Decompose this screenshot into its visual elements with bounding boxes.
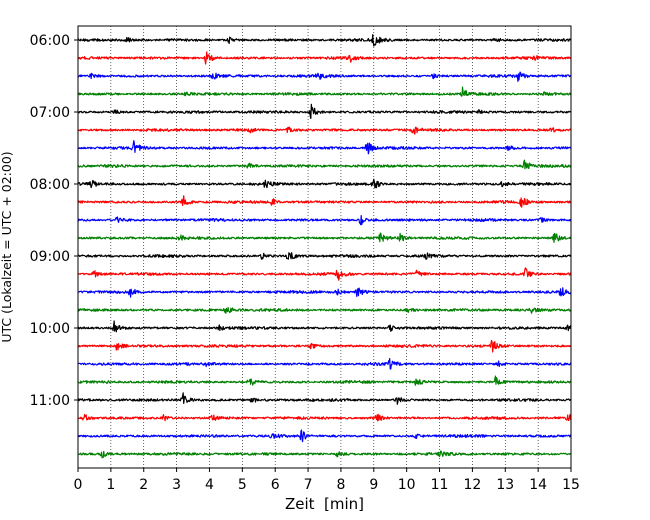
y-tick-label: 10:00 (30, 321, 70, 337)
x-tick-label: 13 (496, 477, 514, 493)
x-tick-label: 15 (562, 477, 580, 493)
trace-0900 (77, 252, 572, 260)
trace-0615 (77, 51, 572, 65)
x-tick-label: 6 (271, 477, 280, 493)
trace-0845 (77, 232, 572, 243)
y-tick-label: 07:00 (30, 105, 70, 121)
x-tick-label: 8 (336, 477, 345, 493)
trace-0645 (77, 86, 572, 97)
y-tick-label: 11:00 (30, 393, 70, 409)
trace-0700 (77, 103, 572, 120)
trace-1000 (77, 320, 572, 333)
y-tick-label: 09:00 (30, 249, 70, 265)
trace-1045 (77, 375, 572, 386)
trace-0830 (77, 214, 572, 226)
seismic-traces (77, 34, 572, 459)
trace-1015 (77, 339, 572, 353)
y-tick-label: 06:00 (30, 33, 70, 49)
trace-0600 (77, 34, 572, 47)
x-tick-label: 2 (139, 477, 148, 493)
x-tick-label: 1 (106, 477, 115, 493)
trace-1115 (77, 413, 572, 422)
trace-1130 (77, 429, 572, 443)
trace-0745 (77, 159, 572, 170)
x-tick-label: 14 (529, 477, 547, 493)
x-tick-label: 0 (74, 477, 83, 493)
trace-1030 (77, 358, 572, 370)
y-tick-label: 08:00 (30, 177, 70, 193)
y-axis-ticks: 06:00 07:00 08:00 09:00 10:00 11:00 (30, 33, 78, 409)
trace-1100 (77, 392, 572, 405)
x-tick-label: 3 (172, 477, 181, 493)
y-axis-label: UTC (Lokalzeit = UTC + 02:00) (0, 151, 14, 342)
x-tick-label: 12 (463, 477, 481, 493)
x-tick-label: 10 (398, 477, 416, 493)
trace-0730 (77, 140, 572, 155)
x-axis-ticks: 0 1 2 3 4 5 6 7 8 9 10 11 12 13 14 15 (74, 468, 580, 493)
x-tick-label: 11 (431, 477, 449, 493)
trace-0815 (77, 195, 572, 208)
trace-0800 (77, 178, 572, 189)
x-tick-label: 9 (369, 477, 378, 493)
trace-1145 (77, 450, 572, 459)
trace-0915 (77, 267, 572, 281)
trace-0930 (77, 287, 572, 298)
x-axis-label: Zeit [min] (285, 495, 364, 513)
trace-0945 (77, 306, 572, 314)
x-tick-label: 5 (238, 477, 247, 493)
trace-0715 (77, 126, 572, 135)
x-tick-label: 7 (304, 477, 313, 493)
trace-0630 (77, 71, 572, 82)
plot-frame (77, 25, 572, 469)
x-tick-label: 4 (205, 477, 214, 493)
